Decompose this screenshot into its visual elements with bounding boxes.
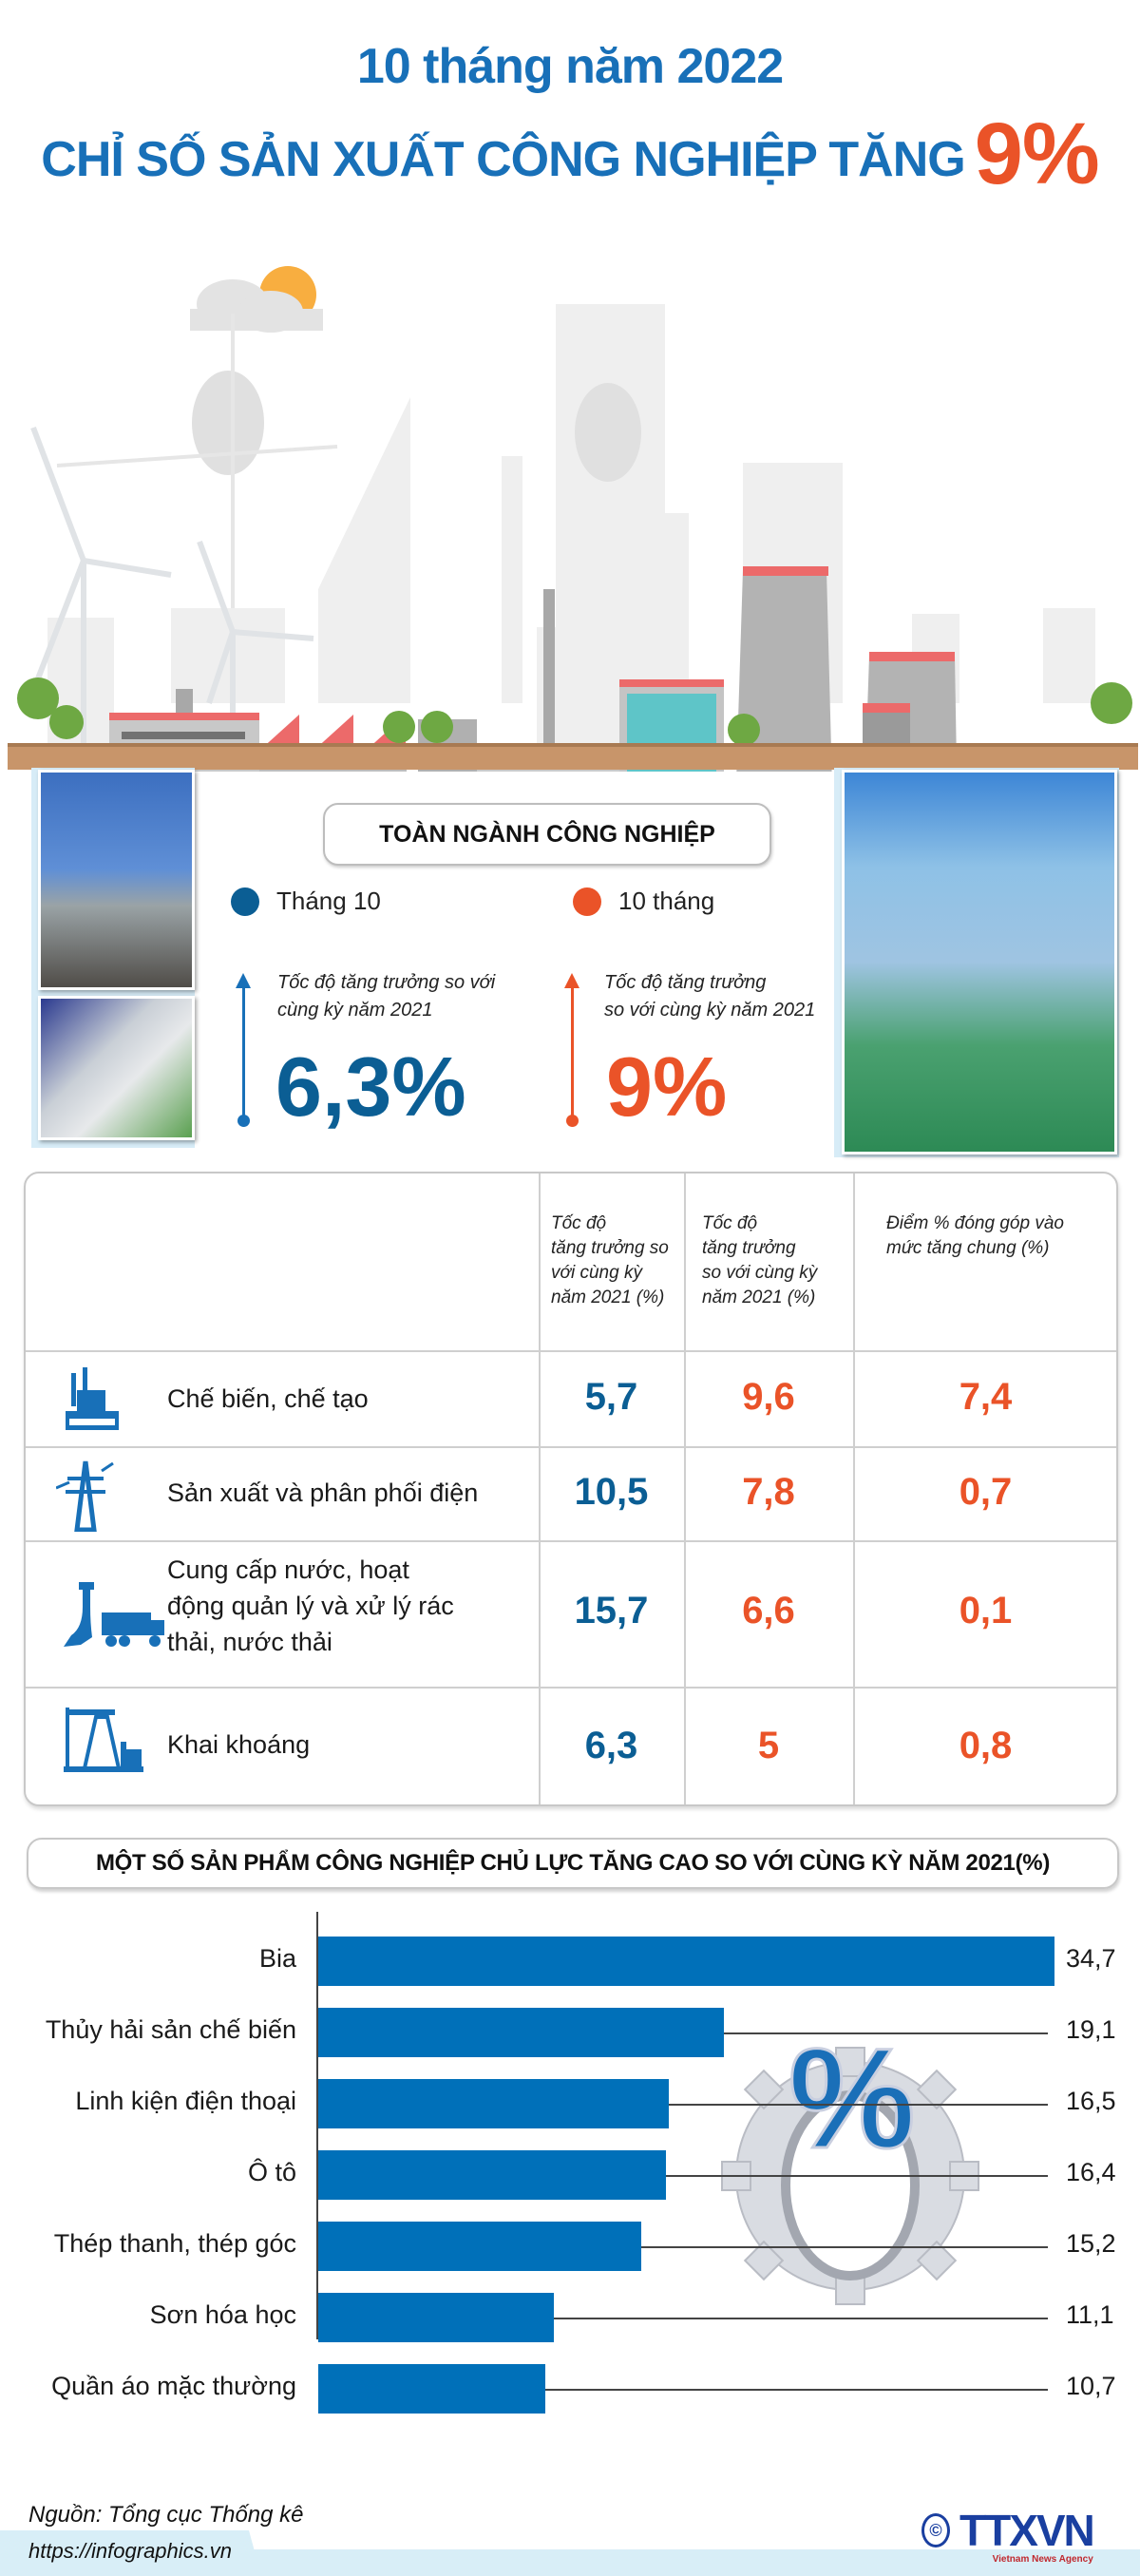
headline-line2: CHỈ SỐ SẢN XUẤT CÔNG NGHIỆP TĂNG 9% [0, 105, 1140, 204]
bar-label: Sơn hóa học [149, 2300, 296, 2329]
legend-label: Tháng 10 [276, 887, 381, 915]
logo-subtitle: Vietnam News Agency [992, 2554, 1093, 2565]
bar-row: Thép thanh, thép góc 15,2 [0, 2222, 1140, 2275]
table-row: Cung cấp nước, hoạt động quản lý và xử l… [26, 1542, 1116, 1687]
bar-value: 16,5 [1066, 2087, 1116, 2115]
headline-text: CHỈ SỐ SẢN XUẤT CÔNG NGHIỆP TĂNG [41, 132, 965, 187]
bar-label: Thép thanh, thép góc [53, 2229, 296, 2258]
value-month10: 15,7 [574, 1590, 649, 1631]
legend-label: 10 tháng [618, 887, 715, 915]
bar [318, 2364, 545, 2414]
bar-row: Thủy hải sản chế biến 19,1 [0, 2008, 1140, 2061]
value-contribution: 0,1 [959, 1590, 1013, 1631]
table-row: Khai khoáng 6,3 5 0,8 [26, 1689, 1116, 1804]
bar-value: 10,7 [1066, 2372, 1116, 2400]
bar [318, 2150, 666, 2200]
overall-industry-header: TOÀN NGÀNH CÔNG NGHIỆP [323, 803, 771, 866]
ttxvn-logo: © TTXVN Vietnam News Agency [922, 2506, 1095, 2565]
legend-10-months: 10 tháng [573, 887, 714, 916]
ground-strip [8, 743, 1138, 770]
bar-label: Quần áo mặc thường [51, 2372, 296, 2400]
bar [318, 2222, 641, 2271]
bar-label: Ô tô [247, 2158, 296, 2186]
bar-row: Ô tô 16,4 [0, 2150, 1140, 2204]
row-label: Cung cấp nước, hoạt động quản lý và xử l… [167, 1555, 454, 1656]
bar-value: 15,2 [1066, 2229, 1116, 2258]
svg-text:%: % [788, 2018, 915, 2178]
up-arrow-icon [564, 973, 580, 1127]
source-note: Nguồn: Tổng cục Thống kê [28, 2502, 304, 2528]
value-month10: 5,7 [584, 1376, 638, 1418]
bar-label: Bia [258, 1944, 296, 1973]
column-header-10-months: Tốc độ tăng trưởng so với cùng kỳ năm 2021… [702, 1213, 818, 1307]
photo-power-substation [38, 770, 195, 990]
value-contribution: 7,4 [959, 1376, 1013, 1418]
bar [318, 2008, 724, 2057]
value-10-months: 7,8 [742, 1471, 795, 1513]
bar [318, 2293, 554, 2342]
blue-dot-icon [231, 887, 259, 916]
industrial-cityscape-illustration [17, 266, 1132, 772]
footer-url-tab [0, 2530, 261, 2576]
copyright-icon: © [922, 2513, 950, 2547]
value-10-months: 9,6 [742, 1376, 795, 1418]
up-arrow-icon [236, 973, 251, 1127]
column-header-month10: Tốc độ tăng trưởng so với cùng kỳ năm 2021… [551, 1213, 669, 1307]
bar-row: Bia 34,7 [0, 1937, 1140, 1990]
bar [318, 2079, 669, 2128]
table-row: Chế biến, chế tạo 5,7 9,6 7,4 [26, 1352, 1116, 1446]
stat-10-months-label: Tốc độ tăng trưởng so với cùng kỳ năm 20… [604, 972, 816, 1021]
bar-label: Linh kiện điện thoại [75, 2087, 296, 2115]
value-contribution: 0,7 [959, 1471, 1013, 1513]
stat-month10-label: Tốc độ tăng trưởng so với cùng kỳ năm 20… [277, 972, 496, 1021]
logo-text: TTXVN [960, 2506, 1095, 2555]
water-truck-icon [64, 1582, 164, 1647]
value-month10: 6,3 [584, 1725, 638, 1766]
bar-value: 34,7 [1066, 1944, 1116, 1973]
bar-value: 16,4 [1066, 2158, 1116, 2186]
value-month10: 10,5 [574, 1471, 649, 1513]
sector-table: Tốc độ tăng trưởng so với cùng kỳ năm 2021… [24, 1172, 1118, 1806]
sun-cloud-icon [190, 266, 323, 333]
headline-highlight: 9% [974, 105, 1100, 202]
bar-row: Quần áo mặc thường 10,7 [0, 2364, 1140, 2417]
bar-label: Thủy hải sản chế biến [45, 2015, 296, 2044]
row-label: Khai khoáng [167, 1730, 311, 1759]
legend-month10: Tháng 10 [231, 887, 381, 916]
chart-axis [316, 1912, 318, 2339]
value-contribution: 0,8 [959, 1725, 1013, 1766]
bar-value: 11,1 [1066, 2300, 1114, 2329]
oil-pump-icon [64, 1708, 143, 1772]
bar-row: Sơn hóa học 11,1 [0, 2293, 1140, 2346]
products-section-header: MỘT SỐ SẢN PHẨM CÔNG NGHIỆP CHỦ LỰC TĂNG… [27, 1838, 1119, 1889]
table-row: Sản xuất và phân phối điện 10,5 7,8 0,7 [26, 1448, 1116, 1540]
stat-month10-value: 6,3% [276, 1040, 466, 1134]
headline-line1: 10 tháng năm 2022 [356, 39, 784, 94]
value-10-months: 6,6 [742, 1590, 795, 1631]
bar [318, 1937, 1054, 1986]
orange-dot-icon [573, 887, 601, 916]
stat-10-months-value: 9% [606, 1040, 728, 1134]
row-label: Sản xuất và phân phối điện [167, 1479, 479, 1507]
power-tower-icon [56, 1460, 114, 1532]
website-link[interactable]: https://infographics.vn [28, 2539, 233, 2563]
photo-car-assembly [38, 996, 195, 1140]
bar-value: 19,1 [1066, 2015, 1116, 2044]
bar-row: Linh kiện điện thoại 16,5 [0, 2079, 1140, 2132]
photo-electronics-workers [842, 770, 1117, 1154]
row-label: Chế biến, chế tạo [167, 1384, 369, 1413]
value-10-months: 5 [757, 1725, 780, 1766]
column-header-contribution: Điểm % đóng góp vào mức tăng chung (%) [886, 1213, 1064, 1258]
factory-icon [66, 1367, 119, 1430]
